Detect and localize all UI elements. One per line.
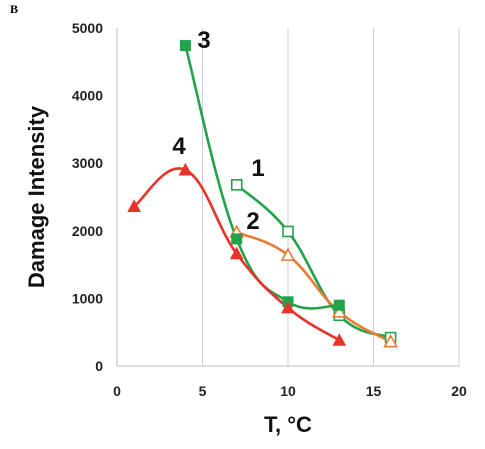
series-3-point bbox=[231, 233, 243, 245]
series-3-line bbox=[184, 45, 340, 310]
series-lines bbox=[133, 45, 392, 343]
grid-lines bbox=[202, 28, 460, 366]
y-tick-label: 2000 bbox=[72, 223, 103, 239]
series-2-label: 2 bbox=[246, 208, 259, 235]
series-markers bbox=[127, 40, 398, 348]
x-tick-label: 10 bbox=[280, 383, 296, 399]
series-1-line bbox=[235, 183, 392, 339]
series-3-point bbox=[179, 40, 191, 52]
series-4-point bbox=[281, 300, 295, 314]
series-labels: 1 2 3 4 bbox=[172, 27, 264, 235]
series-1-label: 1 bbox=[251, 155, 264, 182]
y-tick-label: 3000 bbox=[72, 155, 103, 171]
series-2-point bbox=[331, 304, 347, 318]
axes bbox=[116, 28, 459, 367]
y-tick-label: 0 bbox=[95, 358, 103, 374]
y-tick-label: 5000 bbox=[72, 20, 103, 36]
series-1-point bbox=[230, 179, 243, 191]
x-axis-title: T, °C bbox=[264, 412, 312, 437]
series-4-point bbox=[178, 162, 193, 176]
series-2-point bbox=[280, 247, 296, 261]
series-4-point bbox=[229, 246, 244, 260]
series-4-point bbox=[127, 199, 141, 212]
series-4-line bbox=[133, 167, 340, 342]
series-4-point bbox=[332, 333, 347, 346]
series-4-label: 4 bbox=[172, 133, 186, 160]
series-1-point bbox=[282, 225, 294, 238]
panel-label: B bbox=[10, 2, 19, 16]
x-tick-label: 15 bbox=[366, 383, 382, 399]
y-tick-label: 4000 bbox=[72, 88, 103, 104]
x-tick-label: 20 bbox=[451, 383, 467, 399]
tick-labels: 0 5 10 15 20 0 1000 2000 3000 4000 5000 bbox=[72, 20, 467, 399]
series-2-line bbox=[236, 230, 392, 343]
y-tick-label: 1000 bbox=[72, 290, 103, 306]
series-2-point bbox=[383, 333, 398, 348]
series-3-point bbox=[333, 299, 345, 311]
x-tick-label: 0 bbox=[113, 383, 121, 399]
series-3-label: 3 bbox=[197, 27, 210, 54]
x-tick-label: 5 bbox=[199, 383, 207, 399]
y-axis-title: Damage Intensity bbox=[24, 105, 49, 288]
